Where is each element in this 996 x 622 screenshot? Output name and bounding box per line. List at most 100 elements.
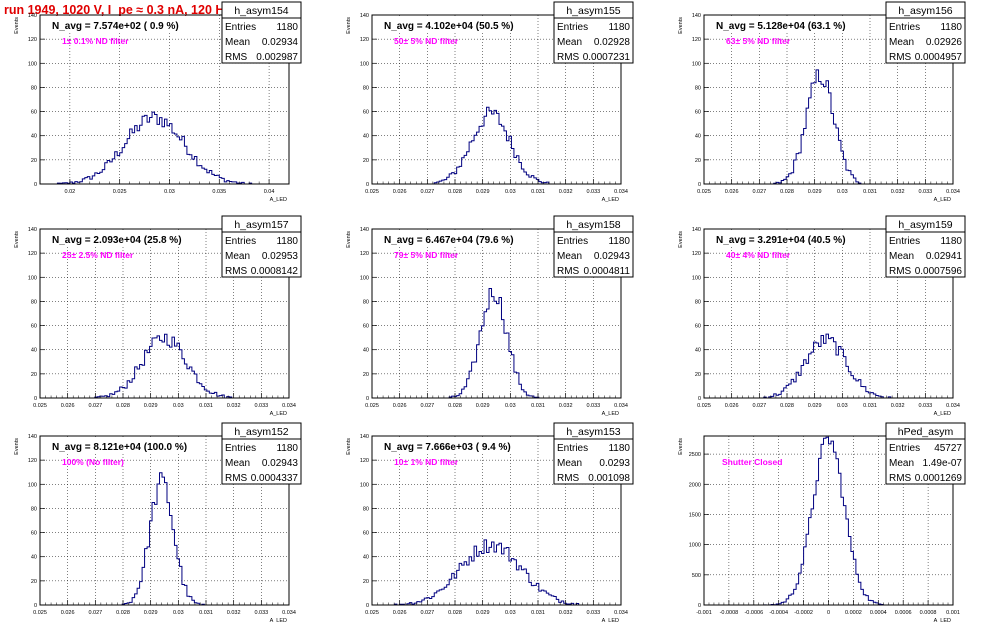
stats-label: Entries [557, 236, 588, 247]
y-tick-label: 140 [360, 434, 369, 440]
y-tick-label: 60 [31, 531, 37, 537]
histogram-series [704, 333, 953, 399]
y-tick-label: 80 [31, 299, 37, 305]
y-tick-label: 500 [692, 573, 701, 579]
stats-value: 0.0293 [599, 458, 630, 469]
x-tick-label: 0.031 [199, 403, 213, 409]
x-tick-label: 0.028 [116, 403, 130, 409]
histogram-panel-h_asym159: 0.025 0.026 0.027 0.028 0.029 0.03 0.031 0.032 0… [678, 215, 966, 417]
x-tick-label: 0.03 [505, 189, 516, 195]
x-tick-label: 0.029 [476, 403, 490, 409]
x-tick-label: 0.027 [752, 403, 766, 409]
y-tick-label: 40 [363, 134, 369, 140]
filter-annotation: 25± 2.5% ND filter [62, 250, 134, 260]
stats-value: 0.0004957 [915, 52, 963, 63]
y-tick-label: 80 [363, 506, 369, 512]
histogram-panel-h_asym153: 0.025 0.026 0.027 0.028 0.029 0.03 0.031 0.032 0… [346, 422, 634, 622]
y-tick-label: 2500 [689, 452, 701, 458]
x-tick-label: 0.025 [697, 189, 711, 195]
y-tick-label: 0 [34, 396, 37, 402]
x-tick-label: 0.031 [863, 189, 877, 195]
y-tick-label: 120 [692, 37, 701, 43]
y-tick-label: 0 [698, 182, 701, 188]
filter-annotation: Shutter Closed [722, 457, 782, 467]
stats-value: 1.49e-07 [923, 458, 963, 469]
y-tick-label: 0 [34, 182, 37, 188]
y-tick-label: 120 [28, 37, 37, 43]
x-tick-label: 0.032 [559, 403, 573, 409]
x-tick-label: 0.02 [65, 189, 76, 195]
histogram-name: h_asym158 [566, 219, 620, 231]
stats-label: RMS [889, 266, 912, 277]
title-box [379, 16, 534, 32]
x-tick-label: 0.027 [420, 189, 434, 195]
x-tick-label: 0.0006 [895, 610, 912, 616]
y-tick-label: 40 [31, 348, 37, 354]
x-tick-label: 0.034 [614, 403, 628, 409]
title-box [47, 16, 202, 32]
x-tick-label: 0.031 [199, 610, 213, 616]
x-tick-label: 0.032 [891, 189, 905, 195]
histogram-series [40, 111, 289, 185]
y-axis-label: Events [678, 231, 684, 248]
x-tick-label: -0.0008 [720, 610, 739, 616]
x-tick-label: 0.0004 [870, 610, 887, 616]
stats-label: Entries [889, 236, 920, 247]
x-tick-label: 0.026 [393, 403, 407, 409]
filter-annotation: 40± 4% ND filter [726, 250, 791, 260]
y-tick-label: 100 [360, 61, 369, 67]
x-tick-label: 0.03 [164, 189, 175, 195]
stats-label: Entries [225, 22, 256, 33]
stats-label: Entries [225, 236, 256, 247]
x-tick-label: 0.034 [946, 189, 960, 195]
stats-box [553, 17, 634, 64]
stats-value: 0.02943 [594, 251, 631, 262]
stats-label: Mean [225, 458, 250, 469]
title-box [47, 230, 202, 246]
plot-frame [371, 228, 622, 399]
histogram-panel-h_asym156: 0.025 0.026 0.027 0.028 0.029 0.03 0.031 0.032 0… [678, 1, 966, 203]
stats-label: RMS [557, 52, 580, 63]
filter-annotation: 50± 5% ND filter [394, 36, 459, 46]
x-axis-label: A_LED [934, 197, 951, 203]
x-tick-label: 0.032 [227, 610, 241, 616]
stats-value: 0.0004337 [251, 473, 299, 484]
stats-value: 0.0001269 [915, 473, 963, 484]
histogram-name: h_asym154 [234, 5, 288, 17]
stats-value: 45727 [934, 443, 962, 454]
x-tick-label: 0.03 [173, 403, 184, 409]
stats-box [885, 17, 966, 64]
y-tick-label: 120 [360, 251, 369, 257]
y-tick-label: 20 [363, 372, 369, 378]
stats-value: 0.001098 [588, 473, 630, 484]
y-tick-label: 20 [31, 158, 37, 164]
x-tick-label: 0.026 [725, 403, 739, 409]
x-tick-label: 0.034 [946, 403, 960, 409]
plot-frame [703, 14, 954, 185]
y-tick-label: 140 [360, 227, 369, 233]
y-tick-label: 80 [363, 85, 369, 91]
y-axis-label: Events [14, 231, 20, 248]
x-tick-label: 0.033 [586, 189, 600, 195]
stats-label: RMS [889, 473, 912, 484]
x-tick-label: 0.034 [614, 189, 628, 195]
y-tick-label: 60 [695, 110, 701, 116]
y-tick-label: 40 [695, 134, 701, 140]
y-tick-label: 1000 [689, 543, 701, 549]
y-tick-label: 60 [31, 324, 37, 330]
x-tick-label: 0.027 [752, 189, 766, 195]
x-tick-label: 0.034 [614, 610, 628, 616]
stats-label: RMS [225, 473, 248, 484]
panel-title: N_avg = 6.467e+04 (79.6 %) [384, 235, 514, 246]
filter-annotation: 10± 1% ND filter [394, 457, 459, 467]
x-tick-label: 0.025 [33, 610, 47, 616]
x-axis-label: A_LED [934, 411, 951, 417]
y-tick-label: 2000 [689, 482, 701, 488]
x-tick-label: 0.032 [891, 403, 905, 409]
y-tick-label: 120 [28, 251, 37, 257]
y-tick-label: 140 [360, 13, 369, 19]
stats-label: Entries [557, 22, 588, 33]
x-tick-label: 0.028 [116, 610, 130, 616]
y-tick-label: 60 [363, 324, 369, 330]
x-tick-label: -0.001 [696, 610, 712, 616]
